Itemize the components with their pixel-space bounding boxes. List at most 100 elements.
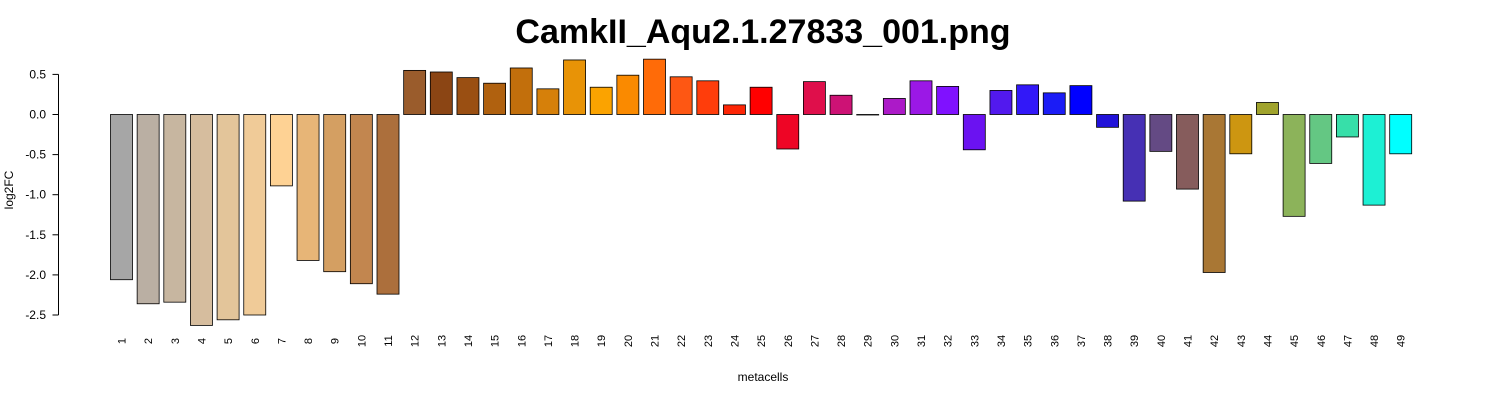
x-tick-label-48: 48 (1369, 335, 1381, 347)
x-tick-label-22: 22 (676, 335, 688, 347)
y-tick-label: -2.0 (25, 268, 46, 282)
x-tick-label-13: 13 (436, 335, 448, 347)
x-tick-label-28: 28 (836, 335, 848, 347)
bar-14 (456, 77, 480, 115)
x-tick-label-18: 18 (570, 335, 582, 347)
bar-19 (589, 86, 613, 115)
y-axis: 0.5 0.0 -0.5 -1.0 -1.5 -2.0 -2.5 (25, 67, 59, 322)
x-tick-label-32: 32 (943, 335, 955, 347)
x-tick-label-1: 1 (117, 338, 129, 344)
x-tick-label-41: 41 (1183, 335, 1195, 347)
x-tick-label-42: 42 (1209, 335, 1221, 347)
x-tick-labels: 1 2 3 4 5 6 7 8 9 10 11 12 13 14 15 16 17 18 19 20 21 22 23 24 2… (117, 335, 1408, 347)
bar-17 (536, 88, 560, 115)
x-tick-label-31: 31 (916, 335, 928, 347)
bar-12 (403, 69, 427, 115)
x-tick-label-3: 3 (170, 338, 182, 344)
x-tick-label-24: 24 (729, 335, 741, 347)
bar-1 (110, 114, 133, 281)
bar-33 (962, 114, 986, 151)
x-tick-label-44: 44 (1262, 335, 1274, 347)
bar-7 (269, 114, 293, 187)
bar-25 (749, 86, 773, 115)
bar-31 (909, 80, 933, 115)
bar-37 (1069, 85, 1093, 115)
bar-39 (1122, 114, 1146, 202)
bar-43 (1229, 114, 1253, 155)
x-tick-label-8: 8 (303, 338, 315, 344)
x-tick-label-9: 9 (330, 338, 342, 344)
x-tick-label-35: 35 (1023, 335, 1035, 347)
y-tick-label: -1.0 (25, 188, 46, 202)
x-tick-label-25: 25 (756, 335, 768, 347)
bar-21 (643, 58, 666, 115)
x-tick-label-23: 23 (703, 335, 715, 347)
bar-20 (616, 74, 640, 115)
x-tick-label-12: 12 (410, 335, 422, 347)
x-tick-label-43: 43 (1236, 335, 1248, 347)
x-tick-label-40: 40 (1156, 335, 1168, 347)
bar-5 (216, 114, 240, 321)
y-tick-label: 0.5 (29, 67, 46, 81)
x-tick-label-46: 46 (1316, 335, 1328, 347)
x-tick-label-29: 29 (863, 335, 875, 347)
y-tick-label: -2.5 (25, 308, 46, 322)
bar-24 (723, 104, 746, 115)
bar-6 (243, 114, 267, 316)
bar-22 (669, 76, 693, 115)
bar-23 (696, 80, 720, 115)
y-tick-label: -1.5 (25, 228, 46, 242)
x-tick-label-47: 47 (1342, 335, 1354, 347)
y-tick-label: -0.5 (25, 148, 46, 162)
x-tick-label-16: 16 (516, 335, 528, 347)
x-tick-label-26: 26 (783, 335, 795, 347)
bar-40 (1149, 114, 1173, 152)
bar-27 (803, 81, 826, 115)
bar-8 (296, 114, 320, 261)
bar-48 (1362, 114, 1386, 206)
bar-41 (1176, 114, 1199, 190)
bar-16 (509, 67, 533, 115)
x-axis-label: metacells (738, 370, 789, 384)
bar-32 (936, 86, 960, 115)
x-tick-label-11: 11 (383, 335, 395, 346)
bar-9 (323, 114, 347, 273)
x-tick-label-20: 20 (623, 335, 635, 347)
x-tick-label-36: 36 (1049, 335, 1061, 347)
bar-34 (989, 90, 1013, 115)
bar-30 (882, 98, 906, 115)
x-tick-label-37: 37 (1076, 335, 1088, 347)
bar-10 (349, 114, 373, 285)
bar-44 (1256, 102, 1279, 115)
x-tick-label-33: 33 (969, 335, 981, 347)
bar-18 (563, 59, 586, 115)
x-tick-label-21: 21 (650, 335, 662, 347)
x-tick-label-30: 30 (889, 335, 901, 347)
y-tick-label: 0.0 (29, 108, 46, 122)
x-tick-label-10: 10 (356, 335, 368, 347)
bar-38 (1096, 114, 1119, 128)
bar-42 (1202, 114, 1226, 273)
bar-26 (776, 114, 800, 150)
x-tick-label-49: 49 (1396, 335, 1408, 347)
bar-11 (376, 114, 400, 295)
y-axis-label: log2FC (2, 170, 16, 209)
bar-13 (429, 71, 453, 115)
x-tick-label-4: 4 (196, 338, 208, 344)
bar-36 (1042, 92, 1066, 115)
bar-29 (856, 114, 880, 116)
x-tick-label-17: 17 (543, 335, 555, 347)
x-tick-label-19: 19 (596, 335, 608, 347)
bar-15 (483, 82, 507, 115)
bar-49 (1389, 114, 1413, 155)
bars-group (110, 58, 1413, 326)
x-tick-label-45: 45 (1289, 335, 1301, 347)
x-tick-label-2: 2 (143, 338, 155, 344)
bar-28 (829, 94, 853, 115)
x-tick-label-38: 38 (1103, 335, 1115, 347)
chart-title: CamkII_Aqu2.1.27833_001.png (515, 13, 1010, 51)
bar-4 (190, 114, 213, 326)
x-tick-label-39: 39 (1129, 335, 1141, 347)
bar-46 (1309, 114, 1333, 164)
